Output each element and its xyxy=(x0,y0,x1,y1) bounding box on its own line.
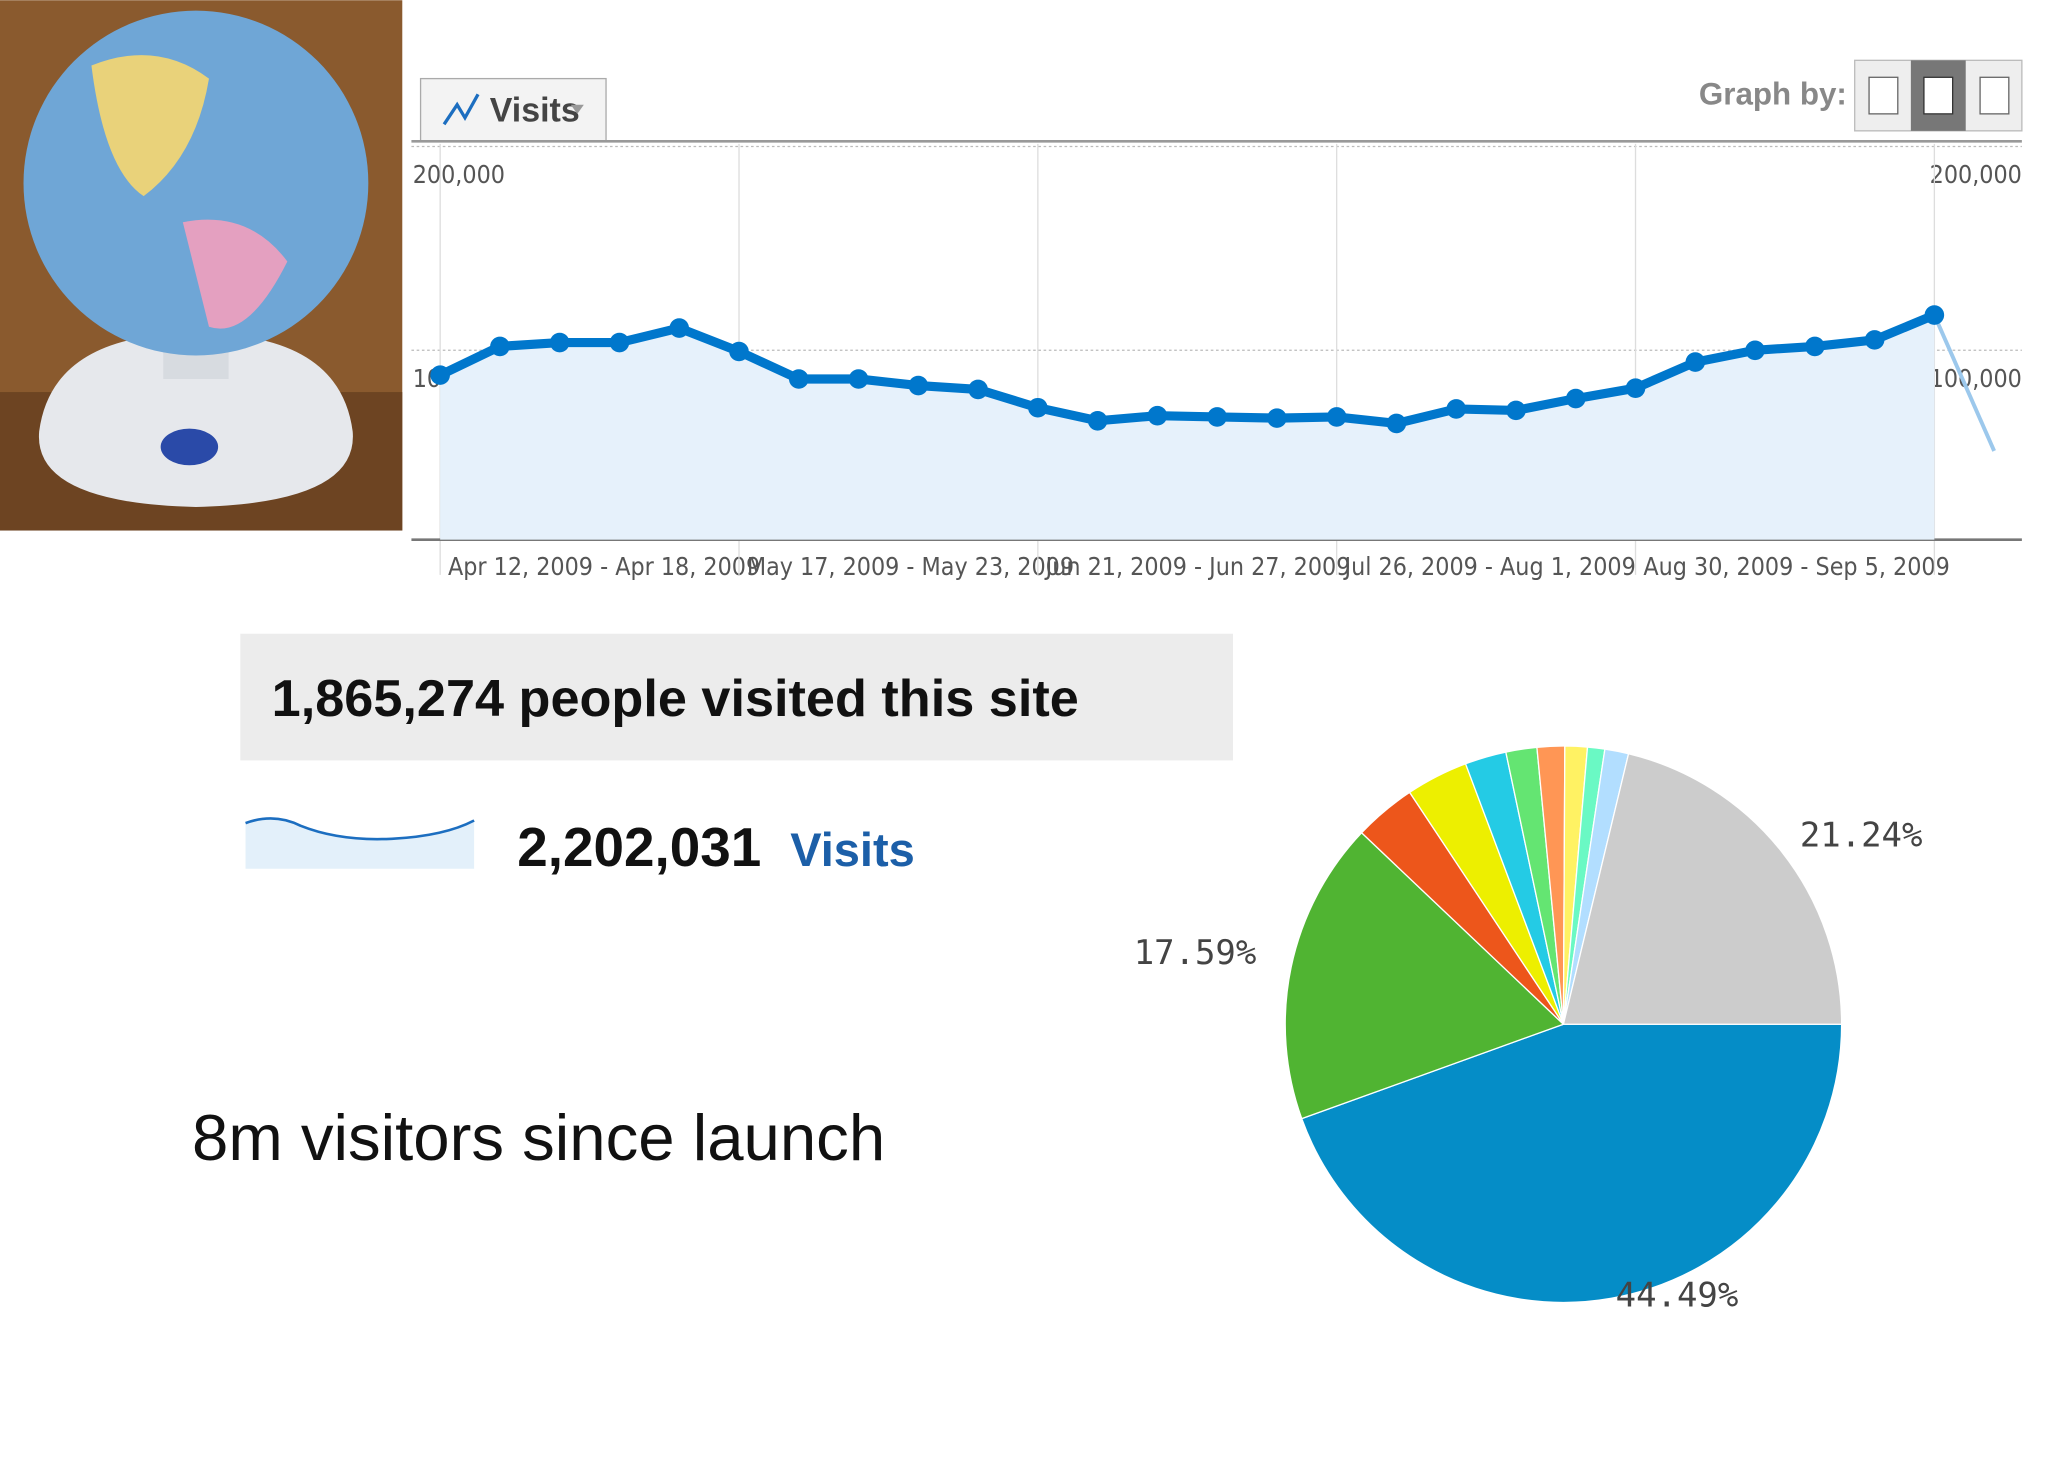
point xyxy=(669,318,690,338)
sparkline xyxy=(245,817,475,841)
month-icon xyxy=(1979,76,2010,115)
slice-label: 21.24% xyxy=(1800,816,1923,856)
point xyxy=(430,365,450,385)
point xyxy=(1924,305,1945,325)
point xyxy=(1087,410,1108,431)
point xyxy=(1267,408,1287,428)
point xyxy=(788,369,809,389)
point xyxy=(1326,407,1347,427)
y-tick-label: 200,000 xyxy=(413,160,505,189)
point xyxy=(1386,413,1407,434)
point xyxy=(908,375,929,396)
y2-tick-label: 200,000 xyxy=(1930,160,2022,189)
point xyxy=(1028,397,1048,418)
pie-chart: 44.49% 17.59% 21.24% xyxy=(1134,745,1923,1315)
x-tick-label: Apr 12, 2009 - Apr 18, 2009 xyxy=(448,552,760,581)
week-icon xyxy=(1923,76,1954,115)
line xyxy=(438,310,1937,429)
metric-label: Visits xyxy=(490,92,580,130)
pie-slice xyxy=(1300,1023,1843,1304)
pie-slice xyxy=(1562,752,1843,1025)
caption: 8m visitors since launch xyxy=(192,1101,885,1174)
point xyxy=(1864,330,1885,350)
point xyxy=(1207,407,1227,427)
line-area xyxy=(440,315,1935,540)
day-icon xyxy=(1868,76,1899,115)
point xyxy=(1565,388,1586,409)
x-tick-label: Aug 30, 2009 - Sep 5, 2009 xyxy=(1643,552,1949,581)
chart-header: Visits Graph by: xyxy=(411,59,2023,143)
point xyxy=(490,336,510,357)
headline-box xyxy=(240,633,1233,761)
point xyxy=(1685,352,1706,372)
sparkline-area xyxy=(245,818,475,869)
y2-tick-label: 100,000 xyxy=(1930,364,2022,393)
partial-line xyxy=(1932,314,1996,452)
point xyxy=(1147,405,1168,426)
point xyxy=(609,332,630,353)
point xyxy=(729,341,749,362)
point xyxy=(1446,399,1467,419)
slice-label: 44.49% xyxy=(1616,1275,1739,1315)
line-icon xyxy=(442,93,480,126)
point xyxy=(1745,340,1765,361)
point xyxy=(848,369,869,389)
point xyxy=(968,379,988,400)
point xyxy=(1625,378,1646,398)
x-tick-label: Jul 26, 2009 - Aug 1, 2009 xyxy=(1343,552,1636,581)
headline: 1,865,274 people visited this site xyxy=(272,670,1079,728)
pie-slice xyxy=(1284,831,1565,1120)
point xyxy=(1805,336,1825,357)
x-tick-label: Jun 21, 2009 - Jun 27, 2009 xyxy=(1044,552,1351,581)
point xyxy=(1506,400,1526,421)
slice-label: 17.59% xyxy=(1134,933,1257,973)
globe-photo xyxy=(0,0,403,531)
point xyxy=(549,332,570,353)
dropdown-arrow xyxy=(570,104,584,114)
graph-by-label: Graph by: xyxy=(1699,77,1847,112)
visits-label: Visits xyxy=(790,823,915,876)
summary: 1,865,274 people visited this site 2,202… xyxy=(192,633,1233,1174)
x-tick-label: May 17, 2009 - May 23, 2009 xyxy=(747,552,1074,581)
visits-total: 2,202,031 xyxy=(517,816,761,878)
